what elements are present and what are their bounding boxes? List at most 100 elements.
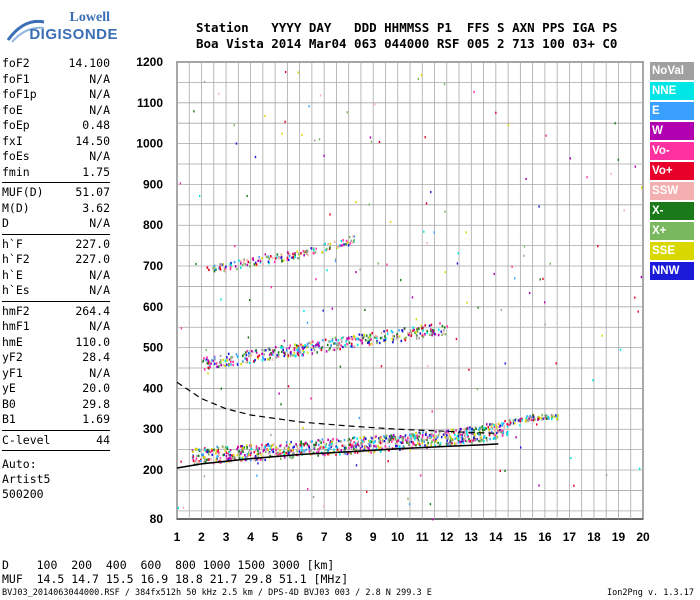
echo-dot <box>340 440 342 443</box>
echo-dot <box>267 260 270 263</box>
echo-dot <box>192 459 195 463</box>
echo-dot <box>545 417 548 420</box>
noise-dot <box>284 70 287 74</box>
echo-dot <box>226 457 228 461</box>
echo-dot <box>374 440 377 443</box>
echo-dot <box>240 259 242 263</box>
echo-dot <box>426 438 428 442</box>
echo-dot <box>418 431 421 434</box>
echo-dot <box>310 453 313 456</box>
echo-dot <box>441 333 443 337</box>
echo-dot <box>356 437 359 440</box>
echo-dot <box>327 453 329 456</box>
echo-dot <box>475 427 477 431</box>
echo-dot <box>412 442 414 446</box>
echo-dot <box>280 253 283 256</box>
echo-dot <box>379 437 382 440</box>
echo-dot <box>298 344 301 347</box>
echo-dot <box>347 336 350 339</box>
echo-dot <box>363 448 366 451</box>
echo-dot <box>348 341 351 344</box>
echo-dot <box>423 333 426 336</box>
echo-dot <box>308 445 311 449</box>
echo-dot <box>226 356 228 359</box>
echo-dot <box>264 349 267 352</box>
param-row: foE N/A <box>2 103 110 119</box>
echo-dot <box>352 239 355 243</box>
noise-dot <box>432 518 434 521</box>
noise-dot <box>198 194 201 198</box>
echo-dot <box>289 456 291 459</box>
param-row: yF1 N/A <box>2 366 110 382</box>
param-row: B1 1.69 <box>2 412 110 428</box>
echo-dot <box>383 439 386 443</box>
echo-dot <box>480 436 482 439</box>
echo-dot <box>280 444 282 447</box>
echo-dot <box>258 458 261 461</box>
noise-dot <box>264 114 266 117</box>
echo-dot <box>285 444 288 447</box>
x-tick-label: 1 <box>174 530 181 544</box>
noise-dot <box>511 265 513 268</box>
echo-dot <box>324 453 326 457</box>
echo-dot <box>294 252 296 255</box>
echo-dot <box>286 353 289 357</box>
echo-dot <box>412 329 414 333</box>
echo-dot <box>242 360 244 363</box>
echo-dot <box>428 324 431 327</box>
echo-dot <box>345 239 348 243</box>
echo-dot <box>470 431 473 435</box>
echo-dot <box>303 450 306 453</box>
param-value: N/A <box>89 283 110 297</box>
echo-dot <box>409 332 412 336</box>
echo-dot <box>407 331 409 335</box>
echo-dot <box>246 446 248 449</box>
echo-dot <box>421 436 424 440</box>
noise-dot <box>326 269 328 272</box>
echo-dot <box>203 460 206 464</box>
echo-dot <box>244 454 246 457</box>
echo-dot <box>378 341 381 345</box>
echo-dot <box>386 332 389 335</box>
echo-dot <box>213 266 216 270</box>
param-row: foEp 0.48 <box>2 118 110 134</box>
echo-dot <box>316 451 318 454</box>
echo-dot <box>318 448 320 451</box>
echo-dot <box>341 336 343 340</box>
echo-dot <box>292 354 294 357</box>
echo-dot <box>541 418 543 421</box>
echo-dot <box>330 440 333 444</box>
echo-dot <box>431 329 434 333</box>
param-value: 51.07 <box>75 185 110 199</box>
echo-dot <box>306 342 309 346</box>
echo-dot <box>236 267 238 271</box>
noise-dot <box>634 296 636 299</box>
echo-dot <box>229 267 232 271</box>
echo-dot <box>281 346 284 349</box>
echo-dot <box>257 357 259 360</box>
echo-dot <box>427 441 429 445</box>
echo-dot <box>313 252 315 255</box>
echo-dot <box>216 365 218 368</box>
echo-dot <box>374 334 377 338</box>
echo-dot <box>345 242 347 246</box>
echo-dot <box>275 448 278 452</box>
noise-dot <box>220 387 222 390</box>
y-tick-label: 700 <box>143 259 163 273</box>
echo-dot <box>415 331 417 334</box>
echo-dot <box>538 415 540 419</box>
echo-dot <box>361 339 363 343</box>
echo-dot <box>213 356 216 359</box>
echo-dot <box>330 344 332 347</box>
echo-dot <box>415 435 417 439</box>
echo-dot <box>345 446 347 450</box>
echo-dot <box>512 422 515 425</box>
param-value: 110.0 <box>75 334 110 349</box>
echo-dot <box>456 435 459 438</box>
param-row: foF2 14.100 <box>2 56 110 72</box>
echo-dot <box>445 436 448 440</box>
echo-dot <box>233 260 236 264</box>
echo-dot <box>498 429 501 432</box>
echo-dot <box>224 359 227 362</box>
echo-dot <box>363 335 365 338</box>
